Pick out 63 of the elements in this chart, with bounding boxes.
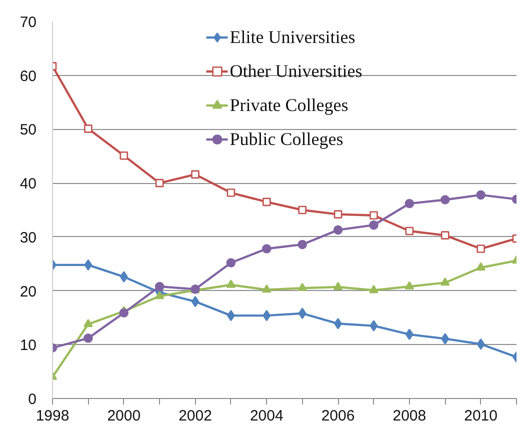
point xyxy=(120,271,128,282)
point xyxy=(405,328,414,340)
y-tick-label: 70 xyxy=(20,14,37,31)
legend-label: Other Universities xyxy=(230,60,362,82)
y-tick-label: 10 xyxy=(20,337,37,354)
point xyxy=(120,151,128,160)
point xyxy=(476,190,486,200)
point xyxy=(370,211,378,220)
point xyxy=(334,210,342,218)
point xyxy=(369,220,378,230)
y-tick-label: 60 xyxy=(20,68,37,85)
point xyxy=(298,308,306,320)
point xyxy=(119,308,129,318)
y-tick-label: 0 xyxy=(28,391,36,408)
point xyxy=(226,310,235,322)
point xyxy=(333,225,343,235)
point xyxy=(154,290,164,300)
point xyxy=(155,178,164,188)
point xyxy=(84,318,93,328)
point xyxy=(191,170,200,179)
x-tick-label: 2000 xyxy=(107,408,141,424)
point xyxy=(262,284,272,293)
legend-label: Public Colleges xyxy=(230,128,344,151)
point xyxy=(334,318,342,330)
x-tick-label: 2008 xyxy=(392,408,426,424)
point xyxy=(262,198,271,206)
point xyxy=(298,240,307,250)
point xyxy=(404,281,414,290)
point xyxy=(441,333,450,344)
point xyxy=(440,195,450,204)
point xyxy=(440,231,450,240)
point xyxy=(191,296,200,308)
y-tick-label: 50 xyxy=(20,122,37,139)
point xyxy=(404,198,414,208)
x-tick-label: 2004 xyxy=(250,408,284,424)
x-tick-label: 2002 xyxy=(178,408,212,424)
legend-label: Elite Universities xyxy=(230,26,356,48)
point xyxy=(262,310,271,322)
point xyxy=(476,244,485,253)
point xyxy=(154,282,164,292)
legend-label: Private Colleges xyxy=(230,94,348,117)
point xyxy=(476,338,485,350)
x-tick-label: 2006 xyxy=(321,408,355,424)
y-tick-label: 20 xyxy=(20,283,37,300)
point xyxy=(476,262,486,271)
x-tick-label: 1998 xyxy=(36,408,70,424)
point xyxy=(298,282,307,292)
point xyxy=(333,282,343,290)
point xyxy=(84,259,92,271)
y-tick-label: 30 xyxy=(20,229,37,246)
point xyxy=(84,334,93,343)
point xyxy=(226,188,236,197)
point xyxy=(369,284,378,294)
point xyxy=(405,226,414,236)
point xyxy=(262,244,272,254)
point xyxy=(440,277,450,286)
point xyxy=(84,124,92,133)
point xyxy=(298,206,306,214)
point xyxy=(370,320,378,332)
point xyxy=(226,280,236,288)
y-tick-label: 40 xyxy=(20,176,37,193)
x-tick-label: 2010 xyxy=(464,408,498,424)
point xyxy=(226,258,236,268)
